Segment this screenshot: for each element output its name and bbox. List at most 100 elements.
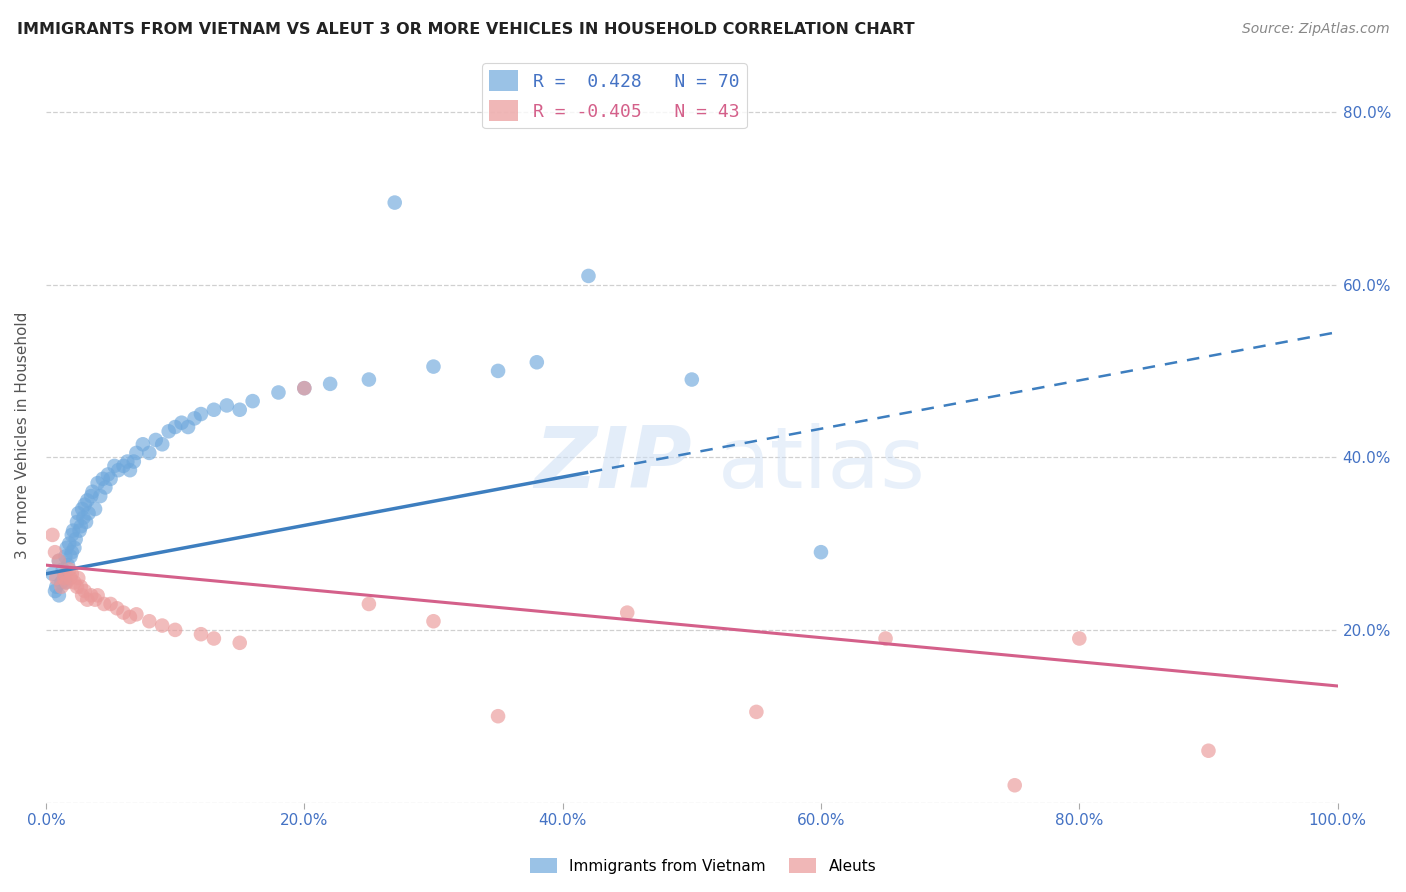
Point (45, 580, 67, 594)
Point (384, 195, 406, 210)
Point (44, 545, 66, 559)
Point (60, 566, 83, 581)
Point (80, 489, 103, 503)
Point (55, 575, 77, 590)
Point (53, 575, 76, 590)
Text: Source: ZipAtlas.com: Source: ZipAtlas.com (1241, 22, 1389, 37)
Point (62, 524, 84, 538)
Point (150, 618, 173, 632)
Point (107, 463, 129, 477)
Point (63, 575, 86, 590)
Point (41, 528, 63, 542)
Point (202, 632, 225, 646)
Point (73, 584, 96, 599)
Point (58, 562, 80, 576)
Point (53, 571, 76, 585)
Point (165, 420, 187, 434)
Point (100, 472, 122, 486)
Point (65, 533, 87, 547)
Point (228, 402, 250, 417)
Point (745, 705, 768, 719)
Point (70, 519, 93, 533)
Point (105, 601, 128, 615)
Point (125, 607, 148, 622)
Point (55, 541, 77, 555)
Point (67, 506, 90, 520)
Point (75, 515, 97, 529)
Point (82, 484, 104, 499)
Point (56, 558, 79, 573)
Point (72, 510, 94, 524)
Point (84, 502, 107, 516)
Point (138, 614, 160, 628)
Point (357, 372, 380, 386)
Point (292, 381, 315, 395)
Point (63, 541, 86, 555)
Point (486, 709, 509, 723)
Point (70, 502, 93, 516)
Point (53, 571, 76, 585)
Point (52, 562, 75, 576)
Point (1069, 632, 1091, 646)
Point (202, 402, 225, 417)
Point (183, 411, 205, 425)
Point (357, 597, 380, 611)
Point (53, 566, 76, 581)
Point (66, 515, 89, 529)
Point (103, 458, 125, 473)
Point (60, 528, 83, 542)
Point (616, 606, 638, 620)
Point (422, 359, 444, 374)
Point (48, 588, 70, 602)
Point (145, 433, 167, 447)
Point (70, 588, 93, 602)
Point (875, 632, 897, 646)
Point (292, 381, 315, 395)
Point (89, 489, 111, 503)
Legend: Immigrants from Vietnam, Aleuts: Immigrants from Vietnam, Aleuts (523, 852, 883, 880)
Point (267, 385, 290, 400)
Point (91, 472, 114, 486)
Point (94, 480, 117, 494)
Point (138, 446, 160, 460)
Point (77, 506, 100, 520)
Point (190, 627, 212, 641)
Point (578, 268, 600, 283)
Point (122, 454, 145, 468)
Point (48, 554, 70, 568)
Point (118, 610, 141, 624)
Point (190, 407, 212, 421)
Point (422, 614, 444, 628)
Point (69, 524, 91, 538)
Point (165, 623, 187, 637)
Point (1198, 744, 1220, 758)
Point (86, 588, 108, 602)
Point (228, 636, 250, 650)
Point (177, 420, 200, 434)
Point (93, 597, 115, 611)
Point (100, 597, 122, 611)
Point (526, 355, 548, 369)
Point (53, 549, 76, 564)
Point (73, 498, 96, 512)
Point (45, 571, 67, 585)
Point (59, 571, 82, 585)
Point (150, 437, 173, 451)
Text: atlas: atlas (717, 424, 925, 507)
Point (66, 580, 89, 594)
Point (59, 549, 82, 564)
Point (86, 476, 108, 491)
Point (76, 493, 98, 508)
Point (486, 364, 509, 378)
Point (117, 454, 139, 468)
Point (132, 437, 155, 451)
Point (681, 372, 703, 386)
Point (157, 425, 180, 439)
Legend: R =  0.428   N = 70, R = -0.405   N = 43: R = 0.428 N = 70, R = -0.405 N = 43 (482, 63, 747, 128)
Point (242, 394, 264, 409)
Point (48, 554, 70, 568)
Point (84, 592, 107, 607)
Point (810, 545, 832, 559)
Point (51, 575, 73, 590)
Point (67, 571, 90, 585)
